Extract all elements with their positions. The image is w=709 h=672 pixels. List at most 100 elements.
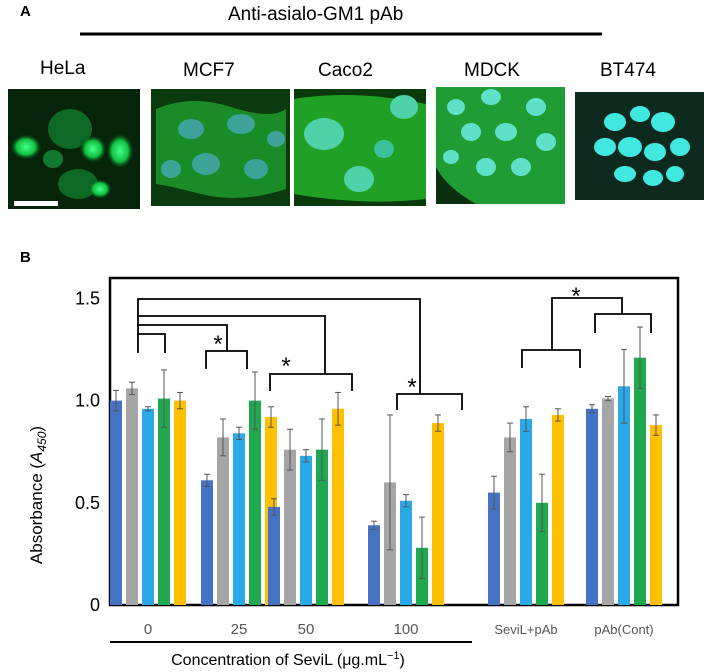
micrograph-bt474-image (575, 92, 704, 200)
link-100 (137, 298, 421, 394)
bar (201, 480, 213, 605)
error-bar (303, 449, 309, 463)
error-bar (507, 422, 513, 453)
x-label-unit: μg.mL (342, 652, 387, 669)
error-bar (335, 391, 341, 426)
bar (520, 419, 532, 605)
error-bar (145, 406, 151, 412)
bar (400, 500, 412, 605)
bar (602, 398, 614, 605)
x-label-sup: −1 (387, 650, 400, 662)
bar (233, 433, 245, 605)
link-25 (138, 324, 228, 351)
bar (268, 506, 280, 605)
bar (142, 408, 154, 605)
error-bar (220, 418, 226, 457)
error-bar (589, 404, 595, 414)
cell-label-bt474: BT474 (600, 60, 656, 81)
error-bar (539, 473, 545, 532)
significance-brackets (137, 297, 652, 410)
cell-label-mdck: MDCK (464, 60, 520, 81)
bar (634, 357, 646, 605)
bracket-sevil-pab (521, 349, 581, 368)
x-axis-tick-labels: 0 25 50 100 SeviL+pAb pAb(Cont) (144, 621, 654, 638)
y-axis-label: Absorbance (A450) (27, 426, 49, 564)
error-bar (637, 326, 643, 389)
bar (217, 437, 229, 605)
bar (586, 408, 598, 605)
bar (332, 408, 344, 605)
bar (110, 400, 122, 605)
micrograph-mcf7-image (151, 89, 290, 206)
error-bar (252, 371, 258, 430)
error-bar (403, 494, 409, 508)
micrograph-caco2 (294, 89, 426, 206)
y-tick-label: 0.5 (75, 493, 100, 513)
x-label-main: Concentration of SeviL ( (171, 652, 343, 669)
link-50 (138, 315, 326, 374)
error-bars (113, 326, 659, 579)
bar (300, 455, 312, 605)
error-bar (161, 369, 167, 428)
star-100: * (407, 374, 416, 401)
x-tick-label: 25 (231, 621, 248, 638)
x-tick-label: pAb(Cont) (594, 622, 653, 637)
micrograph-caco2-image (294, 89, 426, 206)
micrograph-mcf7 (151, 89, 290, 206)
bar (432, 423, 444, 605)
bar (158, 398, 170, 605)
error-bar (129, 381, 135, 395)
x-tick-label: 50 (298, 621, 315, 638)
error-bar (177, 391, 183, 410)
bar (504, 437, 516, 605)
bracket-group-0 (137, 333, 166, 353)
bar (126, 388, 138, 605)
error-bar (319, 418, 325, 481)
error-bar (236, 426, 242, 440)
bracket-group-25 (205, 350, 248, 369)
y-label-close: ) (27, 426, 46, 432)
y-axis-ticks: 0 0.5 1.0 1.5 (75, 288, 100, 615)
cell-label-mcf7: MCF7 (183, 60, 235, 81)
bar (536, 502, 548, 605)
micrograph-hela-image (8, 89, 140, 209)
bracket-sevil-vs-cont (551, 297, 623, 350)
error-bar (113, 389, 119, 412)
x-tick-label: SeviL+pAb (494, 622, 557, 637)
star-right: * (571, 283, 580, 310)
bar (316, 449, 328, 605)
error-bar (605, 396, 611, 402)
x-axis-label: Concentration of SeviL (μg.mL−1) (171, 650, 405, 669)
y-tick-label: 0 (90, 595, 100, 615)
y-label-sym: A (27, 452, 46, 464)
micrograph-bt474 (575, 92, 704, 200)
micrograph-mdck-image (436, 87, 565, 204)
error-bar (555, 408, 561, 422)
bars (110, 357, 662, 605)
bracket-group-100 (396, 393, 463, 410)
bar (552, 414, 564, 605)
bracket-pab-cont (594, 313, 652, 333)
error-bar (268, 406, 274, 428)
bar (650, 425, 662, 605)
error-bar (491, 475, 497, 510)
panel-a-label: A (20, 3, 31, 20)
x-tick-label: 100 (393, 621, 418, 638)
error-bar (435, 414, 441, 432)
x-label-close: ) (400, 652, 405, 669)
bar (368, 525, 380, 605)
bar (618, 386, 630, 605)
error-bar (653, 414, 659, 436)
bar (488, 492, 500, 605)
error-bar (621, 349, 627, 424)
y-label-main: Absorbance ( (27, 463, 46, 564)
significance-stars: * * * * (213, 283, 580, 401)
bar (249, 400, 261, 605)
cell-label-hela: HeLa (40, 58, 86, 79)
error-bar (271, 498, 277, 516)
micrograph-mdck (436, 87, 565, 204)
cell-label-caco2: Caco2 (318, 60, 373, 81)
y-tick-label: 1.5 (75, 288, 100, 308)
error-bar (419, 516, 425, 579)
